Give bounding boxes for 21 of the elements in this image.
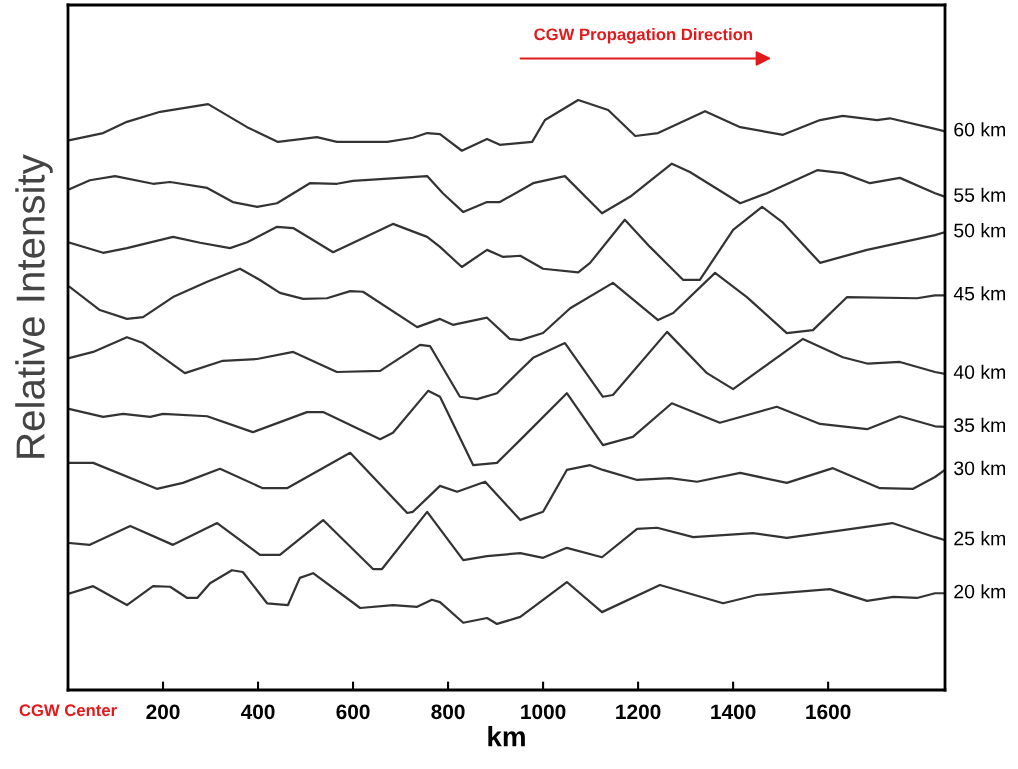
x-tick-label: 200 [146, 704, 180, 720]
y-axis-title: Relative Intensity [15, 154, 53, 458]
x-tick-label: 800 [431, 704, 465, 720]
series-label: 40 km [953, 364, 1005, 379]
x-tick-label: 1000 [521, 704, 566, 720]
text: CGW Propagation Direction [534, 28, 753, 44]
x-axis-title: km [488, 726, 525, 747]
series-label: 55 km [954, 187, 1005, 202]
series-label: 50 km [954, 223, 1005, 238]
x-tick-label: 1400 [711, 704, 756, 720]
x-tick-label: 600 [336, 704, 370, 720]
series-label: 60 km [954, 122, 1005, 137]
series-label: 45 km [953, 286, 1005, 301]
series-label: 35 km [954, 417, 1005, 433]
x-tick-label: 1200 [616, 704, 661, 720]
series-label: 25 km [954, 531, 1005, 546]
x-tick-label: 1600 [806, 704, 851, 720]
series-label: 20 km [954, 584, 1005, 599]
x-tick-label: CGW Center [19, 704, 117, 717]
series-label: 30 km [954, 460, 1005, 476]
x-tick-label: 400 [240, 704, 275, 720]
